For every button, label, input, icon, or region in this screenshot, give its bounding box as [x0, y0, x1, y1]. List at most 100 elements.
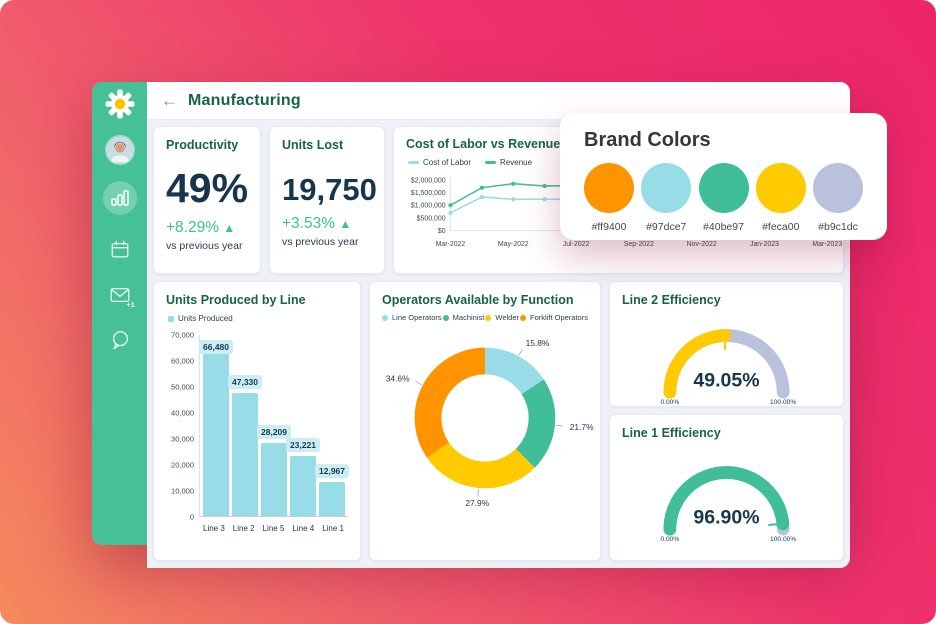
- widget-title: Units Lost: [282, 138, 344, 152]
- bar-line-1[interactable]: [319, 482, 345, 516]
- swatch-hex-label: #97dce7: [646, 221, 687, 233]
- sidebar-item-inbox[interactable]: +1: [109, 285, 135, 309]
- avatar-image: [105, 136, 134, 164]
- kpi-card-units-lost[interactable]: Units Lost 19,750 +3.53% ▲ vs previous y…: [269, 126, 385, 274]
- data-point[interactable]: [479, 194, 484, 200]
- legend-marker: [520, 314, 527, 321]
- x-tick-label: Line 5: [262, 524, 285, 533]
- sidebar-item-dashboards[interactable]: [102, 181, 137, 215]
- slice-percent-label: 34.6%: [386, 373, 410, 383]
- sidebar-item-chat[interactable]: [109, 329, 131, 351]
- legend-item-welder[interactable]: Welder: [485, 313, 519, 322]
- legend-item[interactable]: Units Produced: [168, 314, 233, 323]
- brand-swatches: #ff9400 #97dce7 #40be97 #feca00 #b9c1dc: [584, 163, 863, 233]
- units-produced-card[interactable]: Units Produced by Line Units Produced 70…: [153, 281, 361, 561]
- legend-marker: [408, 161, 419, 164]
- x-tick-label: Nov-2022: [687, 241, 717, 248]
- y-tick-label: 70,000: [171, 330, 194, 340]
- legend-item-cost-of-labor[interactable]: Cost of Labor: [408, 158, 471, 167]
- donut-slice-forklift-operators[interactable]: [414, 347, 486, 458]
- x-tick-label: May-2022: [498, 241, 529, 248]
- widget-title: Cost of Labor vs Revenue: [406, 137, 561, 151]
- widget-title: Line 1 Efficiency: [622, 426, 721, 440]
- data-point[interactable]: [542, 183, 547, 189]
- bar-cell: 66,480: [199, 335, 233, 516]
- bar-cell: 23,221: [286, 335, 320, 516]
- bar-value-label: 47,330: [228, 374, 262, 389]
- page-title: Manufacturing: [188, 91, 301, 109]
- operators-donut-chart[interactable]: 15.8% 21.7% 27.9% 34.6%: [382, 324, 594, 508]
- bar-line-4[interactable]: [290, 455, 316, 516]
- notification-badge: +1: [126, 299, 135, 309]
- envelope-icon: [110, 287, 129, 303]
- bar-value-label: 28,209: [257, 424, 291, 439]
- kpi-delta: +3.53% ▲: [282, 215, 352, 232]
- swatch-hex-label: #ff9400: [591, 221, 627, 233]
- chat-bubble-icon: [112, 331, 128, 350]
- data-point[interactable]: [511, 197, 516, 202]
- legend-item-forklift-operators[interactable]: Forklift Operators: [520, 313, 588, 322]
- legend-item-line-operators[interactable]: Line Operators: [382, 313, 442, 322]
- line1-efficiency-gauge[interactable]: 96.90% 0.00% 100.00%: [622, 444, 831, 544]
- gauge-needle-tick: [768, 523, 778, 527]
- line2-efficiency-gauge[interactable]: 49.05% 0.00% 100.00%: [622, 307, 831, 407]
- label-connector: [415, 381, 423, 386]
- gauge-fill: [663, 466, 790, 536]
- brand-colors-card: Brand Colors #ff9400 #97dce7 #40be97 #feca0…: [560, 113, 887, 240]
- bar-cell: 47,330: [228, 335, 262, 516]
- swatch-circle: [813, 163, 863, 213]
- bar-value-label: 12,967: [315, 464, 349, 479]
- bar-chart-area: 70,000 60,000 50,000 40,000 30,000 20,000 10,0…: [166, 331, 349, 522]
- swatch-hex-label: #40be97: [703, 221, 744, 233]
- bar-line-3[interactable]: [203, 343, 229, 516]
- bar-line-5[interactable]: [261, 442, 287, 516]
- brand-swatch: #ff9400: [584, 163, 634, 233]
- widget-title: Operators Available by Function: [382, 293, 574, 307]
- sidebar-item-calendar[interactable]: [109, 239, 131, 261]
- legend-item-machinist[interactable]: Machinist: [442, 313, 484, 322]
- y-tick-label: 60,000: [171, 356, 194, 366]
- sidebar: +1: [92, 82, 147, 545]
- y-tick-label: 40,000: [171, 408, 194, 418]
- dashboard-header: ← Manufacturing: [147, 82, 850, 120]
- bar-line-2[interactable]: [232, 392, 258, 516]
- legend-marker: [485, 161, 497, 164]
- y-tick-label: $500,000: [417, 215, 446, 222]
- legend-marker: [485, 314, 492, 321]
- gauge-fill: [663, 329, 790, 399]
- donut-slice-line-operators[interactable]: [484, 347, 544, 395]
- brand-swatch: #feca00: [755, 163, 806, 233]
- x-tick-label: Line 3: [203, 524, 225, 533]
- data-point[interactable]: [542, 197, 547, 202]
- operators-card[interactable]: Operators Available by Function Line Ope…: [369, 281, 601, 561]
- back-arrow-icon[interactable]: ←: [161, 91, 178, 110]
- data-point[interactable]: [479, 185, 484, 190]
- bar-plot[interactable]: 66,480 47,330 28,209 23,221 12,967: [199, 335, 349, 517]
- label-connector: [555, 424, 563, 427]
- kpi-card-productivity[interactable]: Productivity 49% +8.29% ▲ vs previous ye…: [153, 126, 261, 274]
- donut-slice-welder[interactable]: [427, 442, 535, 489]
- app-logo[interactable]: [104, 89, 135, 119]
- y-tick-label: 30,000: [171, 434, 194, 444]
- x-tick-label: Jul-2022: [563, 241, 590, 248]
- bar-value-label: 66,480: [199, 340, 233, 354]
- line1-efficiency-card[interactable]: Line 1 Efficiency 96.90% 0.00% 100.00%: [609, 414, 844, 561]
- donut-slice-machinist[interactable]: [515, 379, 556, 468]
- labor-revenue-legend: Cost of Labor Revenue: [408, 158, 835, 167]
- brand-swatch: #97dce7: [641, 163, 692, 233]
- data-point[interactable]: [448, 203, 453, 208]
- gauge-value: 49.05%: [693, 369, 759, 391]
- line2-efficiency-card[interactable]: Line 2 Efficiency 49.05% 0.00% 100.00%: [609, 281, 844, 407]
- y-tick-label: 10,000: [171, 486, 194, 496]
- user-avatar[interactable]: [104, 135, 135, 165]
- kpi-caption: vs previous year: [282, 236, 359, 248]
- legend-marker: [382, 314, 388, 321]
- legend-item-revenue[interactable]: Revenue: [485, 158, 532, 167]
- y-tick-label: 20,000: [171, 460, 194, 470]
- swatch-circle: [584, 163, 634, 213]
- bottom-row: Units Produced by Line Units Produced 70…: [153, 281, 844, 561]
- x-tick-label: Line 1: [322, 524, 344, 533]
- data-point[interactable]: [448, 210, 453, 215]
- data-point[interactable]: [511, 181, 516, 186]
